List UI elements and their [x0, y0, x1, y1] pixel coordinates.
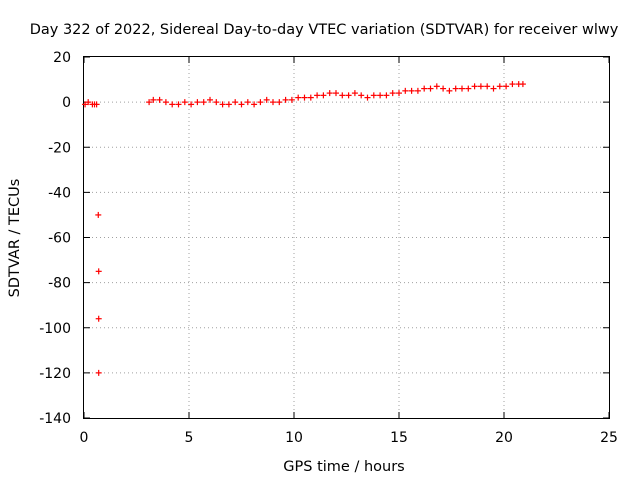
data-point	[207, 96, 213, 103]
y-tick-label: -140	[39, 411, 71, 427]
tick-layer: 0 5 10 15 20 25 -140 -120 -100 -80 -60 -40 -20 0 20	[39, 50, 618, 446]
data-point	[162, 99, 169, 106]
data-point	[408, 87, 415, 94]
x-axis-label: GPS time / hours	[283, 459, 404, 475]
data-point	[484, 83, 491, 90]
data-point	[225, 101, 232, 108]
data-point	[213, 99, 220, 106]
data-point	[282, 96, 289, 103]
data-point	[471, 83, 478, 90]
data-point	[257, 99, 264, 106]
data-point	[95, 369, 102, 376]
data-point	[452, 85, 459, 92]
data-point	[509, 81, 516, 88]
y-tick-label: -20	[48, 140, 71, 156]
data-point	[433, 83, 440, 90]
series-points	[82, 81, 526, 376]
data-point	[169, 101, 176, 108]
data-point	[351, 90, 358, 97]
y-tick-label: -60	[48, 231, 71, 247]
data-point	[219, 101, 226, 108]
y-tick-label: 20	[53, 50, 71, 66]
data-point	[314, 92, 321, 99]
chart-title: Day 322 of 2022, Sidereal Day-to-day VTE…	[30, 22, 619, 38]
data-point	[95, 315, 102, 322]
data-point	[320, 92, 327, 99]
data-point	[345, 92, 352, 99]
data-point	[307, 94, 314, 101]
data-point	[295, 94, 302, 101]
data-point	[333, 90, 339, 97]
x-tick-label: 25	[600, 430, 618, 446]
data-point	[383, 92, 390, 99]
data-point	[440, 85, 447, 92]
data-point	[95, 268, 102, 275]
plot-frame	[83, 56, 610, 419]
data-point	[459, 85, 465, 92]
data-point	[188, 101, 195, 108]
y-tick-label: -40	[48, 185, 71, 201]
data-point	[146, 99, 153, 106]
data-point	[503, 83, 510, 90]
data-point	[414, 87, 421, 94]
data-point	[465, 85, 472, 92]
data-point	[156, 96, 163, 103]
data-point	[490, 85, 497, 92]
data-point	[150, 96, 157, 103]
data-point	[194, 99, 201, 106]
y-tick-label: -120	[39, 366, 71, 382]
y-tick-label: 0	[62, 95, 71, 111]
data-point	[519, 81, 526, 88]
data-point	[276, 99, 283, 106]
data-point	[232, 99, 239, 106]
data-point	[82, 101, 89, 108]
data-point	[339, 92, 346, 99]
data-point	[238, 101, 245, 108]
x-tick-label: 15	[390, 430, 408, 446]
data-point	[326, 90, 333, 97]
data-point	[427, 85, 434, 92]
data-point	[421, 85, 428, 92]
data-point	[446, 87, 453, 94]
data-point	[477, 83, 484, 90]
data-point	[288, 96, 295, 103]
data-point	[370, 92, 377, 99]
x-tick-label: 0	[80, 430, 89, 446]
y-axis-label: SDTVAR / TECUs	[7, 179, 23, 298]
y-tick-label: -80	[48, 276, 71, 292]
data-point	[377, 92, 384, 99]
data-point	[389, 90, 396, 97]
x-tick-label: 5	[185, 430, 194, 446]
data-point	[358, 92, 365, 99]
data-point	[263, 96, 270, 103]
data-point	[270, 99, 276, 106]
grid-layer	[84, 57, 609, 418]
data-point	[402, 87, 409, 94]
data-point	[95, 211, 102, 218]
data-point	[85, 99, 92, 106]
x-tick-label: 10	[285, 430, 303, 446]
data-point	[181, 99, 188, 106]
data-point	[244, 99, 251, 106]
data-point	[200, 99, 207, 106]
x-tick-label: 20	[495, 430, 513, 446]
data-point	[301, 94, 308, 101]
data-point	[251, 101, 258, 108]
data-point	[496, 83, 503, 90]
y-tick-label: -100	[39, 321, 71, 337]
data-point	[175, 101, 182, 108]
data-point	[93, 101, 100, 108]
data-point	[364, 94, 371, 101]
data-point	[396, 90, 402, 97]
